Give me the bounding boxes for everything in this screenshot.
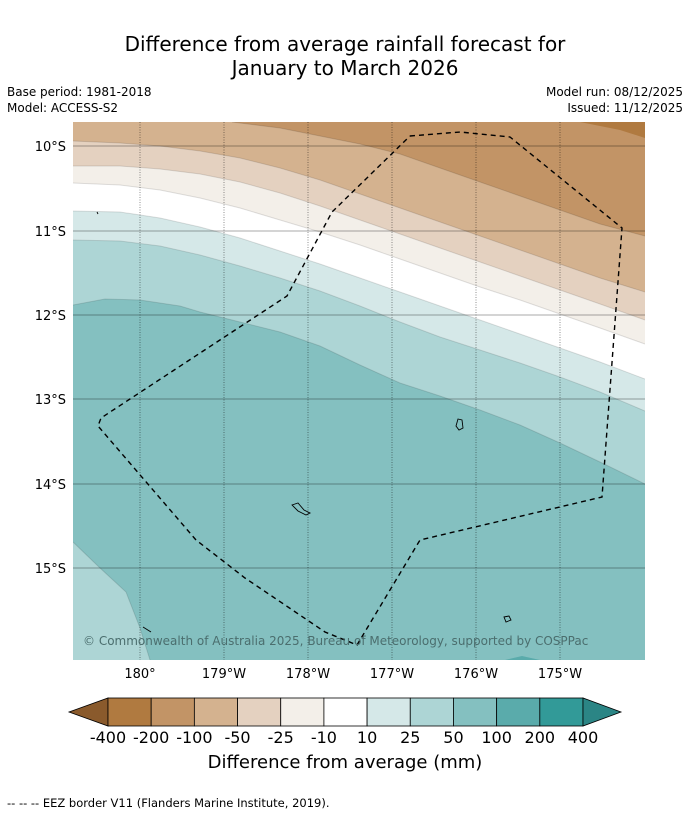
colorbar-tick-label: -25	[268, 728, 294, 747]
latitude-gridlines	[73, 145, 645, 569]
colorbar-tick-label: -50	[224, 728, 250, 747]
island-central	[291, 502, 312, 516]
colorbar-segment	[237, 697, 282, 727]
lat-label: 13°S	[35, 393, 66, 408]
colorbar-segment	[496, 697, 541, 727]
colorbar-tick-label: -200	[133, 728, 169, 747]
longitude-labels: 180° 179°W 178°W 177°W 176°W 175°W	[124, 667, 582, 682]
colorbar-segment	[539, 697, 584, 727]
lat-label: 14°S	[35, 478, 66, 493]
lat-label: 15°S	[35, 562, 66, 577]
copyright-notice: © Commonwealth of Australia 2025, Bureau…	[83, 634, 588, 648]
colorbar-segment	[453, 697, 498, 727]
lat-label: 11°S	[35, 225, 66, 240]
colorbar-tick-label: -400	[90, 728, 126, 747]
colorbar-tick-label: 100	[481, 728, 512, 747]
lon-label: 177°W	[370, 667, 414, 682]
map-title-line-1: Difference from average rainfall forecas…	[124, 32, 566, 56]
islands	[96, 211, 512, 633]
base-period: Base period: 1981-2018	[7, 85, 152, 99]
colorbar-high-extend	[582, 697, 623, 727]
colorbar-segment	[323, 697, 368, 727]
colorbar-tick-label: 50	[443, 728, 463, 747]
contour-lines	[73, 122, 645, 660]
colorbar-tick-label: 25	[400, 728, 420, 747]
colorbar-segment	[193, 697, 238, 727]
lon-label: 180°	[124, 667, 155, 682]
colorbar: -400 -200 -100 -50 -25 -10 10 25 50 100 200 400	[67, 697, 623, 747]
map-title-line-2: January to March 2026	[231, 56, 459, 80]
colorbar-segment	[366, 697, 411, 727]
island-east	[455, 418, 464, 431]
latitude-labels: 10°S 11°S 12°S 13°S 14°S 15°S	[35, 140, 66, 577]
colorbar-title: Difference from average (mm)	[207, 752, 483, 773]
colorbar-segment	[409, 697, 454, 727]
lat-label: 12°S	[35, 309, 66, 324]
lon-label: 178°W	[286, 667, 330, 682]
model-name: Model: ACCESS-S2	[7, 101, 119, 115]
colorbar-segment	[107, 697, 152, 727]
colorbar-segment	[280, 697, 325, 727]
island-northwest	[96, 211, 99, 215]
issued-date: Issued: 11/12/2025	[567, 101, 683, 115]
island-southwest	[142, 626, 152, 633]
eez-legend-note: -- -- -- EEZ border V11 (Flanders Marine…	[7, 796, 330, 810]
rainfall-anomaly-field: © Commonwealth of Australia 2025, Bureau…	[73, 122, 645, 660]
eez-border	[97, 131, 623, 646]
band-25-50-southwest	[73, 542, 150, 660]
island-southeast	[503, 615, 512, 623]
band-minus200-minus100	[232, 122, 645, 236]
longitude-gridlines	[139, 122, 561, 660]
colorbar-segment	[150, 697, 195, 727]
lon-label: 176°W	[454, 667, 498, 682]
band-100-200-patch	[505, 656, 540, 660]
colorbar-low-extend	[67, 697, 109, 727]
lon-label: 179°W	[202, 667, 246, 682]
model-run: Model run: 08/12/2025	[545, 85, 683, 99]
colorbar-tick-label: 200	[525, 728, 556, 747]
lat-label: 10°S	[35, 140, 66, 155]
colorbar-tick-label: 10	[357, 728, 377, 747]
colorbar-tick-label: 400	[568, 728, 599, 747]
band-minus400-minus200	[580, 122, 645, 138]
colorbar-tick-label: -100	[176, 728, 212, 747]
lon-label: 175°W	[538, 667, 582, 682]
colorbar-tick-label: -10	[311, 728, 337, 747]
